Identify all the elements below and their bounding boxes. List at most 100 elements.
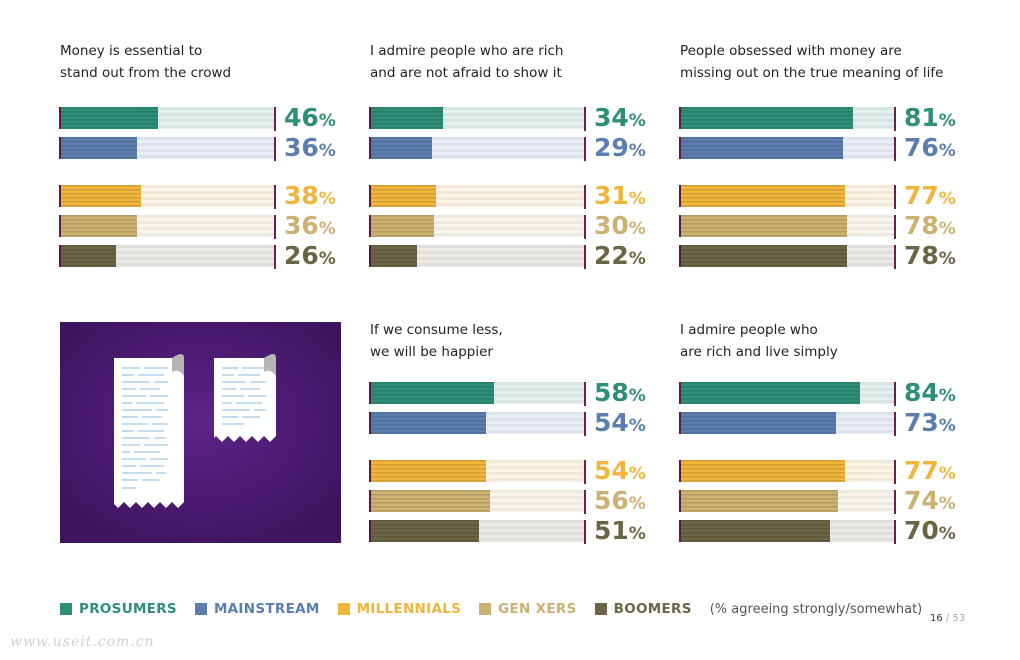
legend-swatch xyxy=(337,603,350,615)
bar-row-boomers: 26% xyxy=(59,241,340,270)
bar-left-tick xyxy=(59,107,61,129)
data-label-value: 36 xyxy=(284,211,319,240)
data-label-value: 84 xyxy=(904,378,939,407)
bar-left-tick xyxy=(369,490,371,512)
data-label-value: 31 xyxy=(594,181,629,210)
data-label-unit: % xyxy=(628,111,646,131)
bar-track xyxy=(370,245,584,267)
bar-boomers xyxy=(680,520,830,542)
bar-row-genxers: 74% xyxy=(679,486,960,515)
data-label-unit: % xyxy=(318,111,336,131)
bar-right-tick xyxy=(584,137,586,161)
bar-row-prosumers: 58% xyxy=(369,378,650,407)
page-separator: / xyxy=(945,613,950,624)
data-label-value: 22 xyxy=(594,241,629,270)
bar-right-tick xyxy=(274,245,276,269)
bar-row-millennials: 54% xyxy=(369,456,650,485)
legend-swatch xyxy=(194,603,207,615)
data-label-value: 78 xyxy=(904,211,939,240)
bar-right-tick xyxy=(584,382,586,406)
data-label-value: 29 xyxy=(594,133,629,162)
data-label-value: 51 xyxy=(594,516,629,545)
watermark: www.useit.com.cn xyxy=(10,634,155,650)
bar-row-prosumers: 34% xyxy=(369,103,650,132)
data-label-unit: % xyxy=(318,249,336,269)
bar-left-tick xyxy=(59,215,61,237)
chart-title: Money is essential to stand out from the… xyxy=(60,43,232,81)
bar-right-tick xyxy=(584,412,586,436)
bar-right-tick xyxy=(274,137,276,161)
legend-swatch xyxy=(479,603,492,615)
chart-title: I admire people who are rich and live si… xyxy=(680,322,838,360)
bar-mainstream xyxy=(680,137,843,159)
legend-item-millennials: MILLENNIALS xyxy=(337,601,462,617)
data-label-value: 34 xyxy=(594,103,629,132)
bar-millennials xyxy=(370,460,486,482)
bar-left-tick xyxy=(679,460,681,482)
bar-row-genxers: 30% xyxy=(369,211,650,240)
bar-row-mainstream: 36% xyxy=(59,133,340,162)
bar-mainstream xyxy=(60,137,138,159)
bar-left-tick xyxy=(679,137,681,159)
data-label: 30% xyxy=(594,211,646,244)
bar-genxers xyxy=(370,490,490,512)
bar-mainstream xyxy=(370,412,486,434)
bar-left-tick xyxy=(679,520,681,542)
data-label: 81% xyxy=(904,103,956,136)
bar-left-tick xyxy=(679,412,681,434)
bar-row-millennials: 31% xyxy=(369,181,650,210)
bar-left-tick xyxy=(369,185,371,207)
bar-millennials xyxy=(680,460,845,482)
chart-title: People obsessed with money are missing o… xyxy=(680,43,944,81)
legend-label: GEN XERS xyxy=(498,601,577,617)
data-label-unit: % xyxy=(628,219,646,239)
legend-label: MAINSTREAM xyxy=(213,601,320,617)
bar-prosumers xyxy=(60,107,159,129)
data-label-value: 26 xyxy=(284,241,319,270)
data-label-unit: % xyxy=(938,524,956,544)
bar-row-mainstream: 76% xyxy=(679,133,960,162)
data-label-value: 46 xyxy=(284,103,319,132)
bar-row-millennials: 77% xyxy=(679,181,960,210)
legend-item-boomers: BOOMERS xyxy=(594,601,692,617)
legend-label: PROSUMERS xyxy=(79,601,177,617)
legend-swatch xyxy=(60,603,72,615)
data-label-unit: % xyxy=(938,494,956,514)
bar-row-prosumers: 84% xyxy=(679,378,960,407)
legend-label: BOOMERS xyxy=(613,601,692,617)
bar-row-mainstream: 73% xyxy=(679,408,960,437)
bar-right-tick xyxy=(274,215,276,239)
data-label: 38% xyxy=(284,181,336,214)
data-label: 78% xyxy=(904,241,956,274)
bar-boomers xyxy=(680,245,847,267)
data-label-value: 78 xyxy=(904,241,939,270)
bar-right-tick xyxy=(894,412,896,436)
legend-label: MILLENNIALS xyxy=(356,601,462,617)
bar-row-mainstream: 29% xyxy=(369,133,650,162)
page-current: 16 xyxy=(930,613,943,624)
bar-right-tick xyxy=(894,185,896,209)
data-label-unit: % xyxy=(628,416,646,436)
bar-row-millennials: 38% xyxy=(59,181,340,210)
bar-right-tick xyxy=(894,520,896,544)
page-number: 16 / 53 xyxy=(930,613,965,624)
bar-left-tick xyxy=(369,245,371,267)
bar-left-tick xyxy=(369,520,371,542)
receipts-icon xyxy=(60,322,341,543)
data-label: 74% xyxy=(904,486,956,519)
bar-left-tick xyxy=(59,245,61,267)
data-label-value: 81 xyxy=(904,103,939,132)
bar-row-boomers: 51% xyxy=(369,516,650,545)
bar-right-tick xyxy=(584,460,586,484)
data-label-value: 30 xyxy=(594,211,629,240)
data-label-value: 74 xyxy=(904,486,939,515)
data-label: 78% xyxy=(904,211,956,244)
data-label: 34% xyxy=(594,103,646,136)
bar-right-tick xyxy=(894,490,896,514)
bar-left-tick xyxy=(369,460,371,482)
bar-right-tick xyxy=(584,490,586,514)
bar-prosumers xyxy=(680,382,860,404)
bar-millennials xyxy=(60,185,142,207)
data-label: 46% xyxy=(284,103,336,136)
bar-left-tick xyxy=(679,185,681,207)
